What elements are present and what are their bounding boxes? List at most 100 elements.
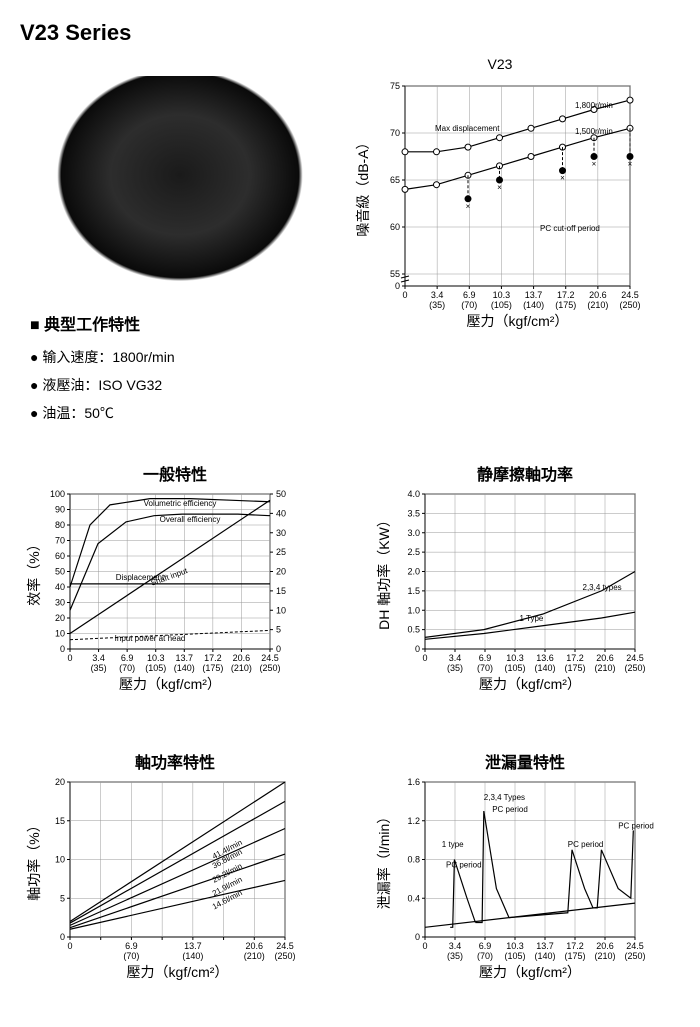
svg-text:40: 40 (276, 508, 286, 518)
noise-chart: V23 0556065707503.4(35)6.9(70)10.3(105)1… (350, 56, 650, 356)
svg-text:17.2: 17.2 (557, 290, 575, 300)
svg-text:6.9: 6.9 (125, 941, 138, 951)
chart-title: 泄漏量特性 (485, 749, 565, 773)
svg-text:30: 30 (276, 528, 286, 538)
svg-text:DH 軸功率（KW）: DH 軸功率（KW） (376, 513, 392, 630)
svg-text:×: × (497, 183, 502, 192)
svg-text:6.9: 6.9 (463, 290, 476, 300)
svg-text:3.4: 3.4 (92, 653, 105, 663)
svg-text:(35): (35) (447, 663, 463, 673)
svg-text:0: 0 (422, 653, 427, 663)
svg-text:5: 5 (60, 893, 65, 903)
svg-text:(105): (105) (145, 663, 166, 673)
svg-text:13.6: 13.6 (536, 653, 554, 663)
spec-item: 油温：50℃ (30, 403, 320, 423)
svg-text:0: 0 (60, 644, 65, 654)
svg-text:90: 90 (55, 505, 65, 515)
svg-text:15: 15 (276, 586, 286, 596)
svg-text:20: 20 (55, 613, 65, 623)
leak-chart-svg: 00.40.81.21.603.4(35)6.9(70)10.3(105)13.… (375, 777, 675, 1007)
svg-text:(70): (70) (119, 663, 135, 673)
svg-text:(250): (250) (619, 300, 640, 310)
svg-text:1 Type: 1 Type (520, 614, 544, 623)
svg-text:24.5: 24.5 (261, 653, 279, 663)
svg-text:100: 100 (50, 489, 65, 499)
svg-text:(175): (175) (564, 951, 585, 961)
svg-text:80: 80 (55, 520, 65, 530)
svg-text:(140): (140) (174, 663, 195, 673)
svg-text:10.3: 10.3 (506, 941, 524, 951)
svg-text:2.5: 2.5 (407, 547, 420, 557)
svg-text:2.0: 2.0 (407, 567, 420, 577)
svg-text:5: 5 (276, 625, 281, 635)
svg-text:(105): (105) (504, 663, 525, 673)
svg-text:20.6: 20.6 (589, 290, 607, 300)
svg-text:×: × (560, 174, 565, 183)
svg-text:(105): (105) (491, 300, 512, 310)
svg-text:1.5: 1.5 (407, 586, 420, 596)
svg-text:0: 0 (395, 281, 400, 291)
svg-text:(140): (140) (534, 663, 555, 673)
svg-text:17.2: 17.2 (566, 653, 584, 663)
svg-text:10.3: 10.3 (506, 653, 524, 663)
svg-text:(210): (210) (594, 663, 615, 673)
svg-text:2,3,4 Types: 2,3,4 Types (484, 793, 525, 802)
svg-text:10.3: 10.3 (493, 290, 511, 300)
svg-text:20.6: 20.6 (596, 653, 614, 663)
svg-text:10: 10 (276, 605, 286, 615)
svg-text:3.5: 3.5 (407, 508, 420, 518)
svg-text:(140): (140) (534, 951, 555, 961)
svg-text:PC period: PC period (618, 822, 654, 831)
svg-text:3.4: 3.4 (449, 941, 462, 951)
svg-text:3.4: 3.4 (449, 653, 462, 663)
spec-heading: 典型工作特性 (30, 311, 320, 335)
svg-text:13.7: 13.7 (176, 653, 194, 663)
svg-text:Max displacement: Max displacement (435, 124, 500, 133)
svg-text:(35): (35) (447, 951, 463, 961)
svg-text:6.9: 6.9 (121, 653, 134, 663)
svg-text:(70): (70) (461, 300, 477, 310)
svg-text:4.0: 4.0 (407, 489, 420, 499)
svg-text:1.0: 1.0 (407, 605, 420, 615)
svg-text:(175): (175) (555, 300, 576, 310)
svg-text:×: × (628, 160, 633, 169)
svg-text:噪音級（dB-A）: 噪音級（dB-A） (355, 135, 371, 236)
svg-text:24.5: 24.5 (626, 653, 644, 663)
power-chart: 軸功率特性 0510152006.9(70)13.7(140)20.6(210)… (20, 749, 330, 1007)
svg-text:3.0: 3.0 (407, 528, 420, 538)
svg-text:軸功率（%）: 軸功率（%） (26, 818, 42, 900)
svg-text:13.7: 13.7 (536, 941, 554, 951)
svg-text:(140): (140) (182, 951, 203, 961)
svg-text:×: × (466, 202, 471, 211)
svg-text:(140): (140) (523, 300, 544, 310)
svg-text:50: 50 (276, 489, 286, 499)
svg-text:(250): (250) (274, 951, 295, 961)
svg-text:PC period: PC period (446, 860, 482, 869)
svg-text:0.8: 0.8 (407, 855, 420, 865)
svg-text:3.4: 3.4 (431, 290, 444, 300)
svg-text:6.9: 6.9 (479, 941, 492, 951)
svg-text:70: 70 (390, 128, 400, 138)
svg-text:0: 0 (415, 932, 420, 942)
svg-text:17.2: 17.2 (204, 653, 222, 663)
pump-photo (40, 76, 320, 296)
svg-text:1.2: 1.2 (407, 816, 420, 826)
svg-text:1,500r/min: 1,500r/min (575, 127, 613, 136)
general-chart-svg: 010203040506070809010003.4(35)6.9(70)10.… (25, 489, 325, 719)
svg-text:0: 0 (422, 941, 427, 951)
svg-text:(70): (70) (477, 663, 493, 673)
svg-text:50: 50 (55, 567, 65, 577)
svg-text:Volumetric efficiency: Volumetric efficiency (144, 499, 217, 508)
svg-text:0: 0 (67, 653, 72, 663)
noise-chart-svg: 0556065707503.4(35)6.9(70)10.3(105)13.7(… (350, 76, 650, 356)
svg-text:壓力（kgf/cm²）: 壓力（kgf/cm²） (479, 964, 581, 980)
left-col: 典型工作特性 输入速度：1800r/min 液壓油：ISO VG32 油温：50… (20, 56, 320, 431)
top-row: 典型工作特性 输入速度：1800r/min 液壓油：ISO VG32 油温：50… (20, 56, 680, 431)
svg-text:壓力（kgf/cm²）: 壓力（kgf/cm²） (119, 676, 221, 692)
svg-text:0.4: 0.4 (407, 893, 420, 903)
svg-text:Input power at head: Input power at head (115, 634, 186, 643)
svg-text:(250): (250) (624, 663, 645, 673)
chart-title: V23 (488, 56, 513, 72)
svg-text:(250): (250) (259, 663, 280, 673)
svg-text:Overall efficiency: Overall efficiency (160, 515, 221, 524)
